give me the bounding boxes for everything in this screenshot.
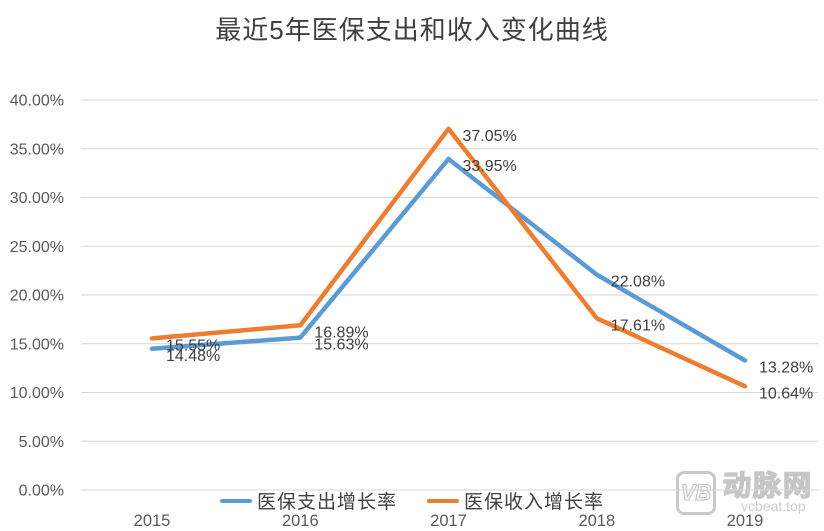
- x-axis-tick-label: 2016: [282, 512, 319, 530]
- y-axis-tick-label: 25.00%: [10, 239, 64, 256]
- y-axis-tick-label: 35.00%: [10, 141, 64, 158]
- data-label: 13.28%: [759, 360, 813, 377]
- y-axis-tick-label: 0.00%: [19, 483, 64, 500]
- data-label: 10.64%: [759, 385, 813, 402]
- watermark-logo-text: VB: [680, 479, 712, 505]
- y-axis-tick-label: 40.00%: [10, 93, 64, 110]
- x-axis-tick-label: 2019: [727, 512, 764, 530]
- expenditure-series-line: [149, 156, 748, 363]
- y-axis-tick-label: 20.00%: [10, 288, 64, 305]
- income-series-line: [149, 126, 748, 389]
- vcbeat-logo-icon: VB: [676, 471, 716, 515]
- y-axis-tick-label: 15.00%: [10, 336, 64, 353]
- x-axis-tick-label: 2017: [430, 512, 467, 530]
- y-axis-tick-label: 10.00%: [10, 385, 64, 402]
- data-label: 16.89%: [314, 324, 368, 341]
- data-label: 33.95%: [463, 158, 517, 175]
- data-label: 17.61%: [611, 317, 665, 334]
- watermark-domain: vcbeat.top: [741, 498, 806, 514]
- data-label: 22.08%: [611, 274, 665, 291]
- y-axis-tick-label: 5.00%: [19, 434, 64, 451]
- y-axis-tick-label: 30.00%: [10, 190, 64, 207]
- x-axis-tick-label: 2018: [578, 512, 615, 530]
- x-axis-tick-label: 2015: [134, 512, 171, 530]
- data-label: 15.55%: [166, 337, 220, 354]
- watermark-brand: 动脉网: [722, 470, 814, 502]
- data-label: 15.63%: [314, 337, 368, 354]
- data-label: 14.48%: [166, 348, 220, 365]
- chart-title: 最近5年医保支出和收入变化曲线: [215, 15, 609, 45]
- data-label: 37.05%: [463, 128, 517, 145]
- watermark: VB 动脉网 vcbeat.top: [676, 470, 814, 515]
- watermark-text: 动脉网 vcbeat.top: [722, 470, 814, 515]
